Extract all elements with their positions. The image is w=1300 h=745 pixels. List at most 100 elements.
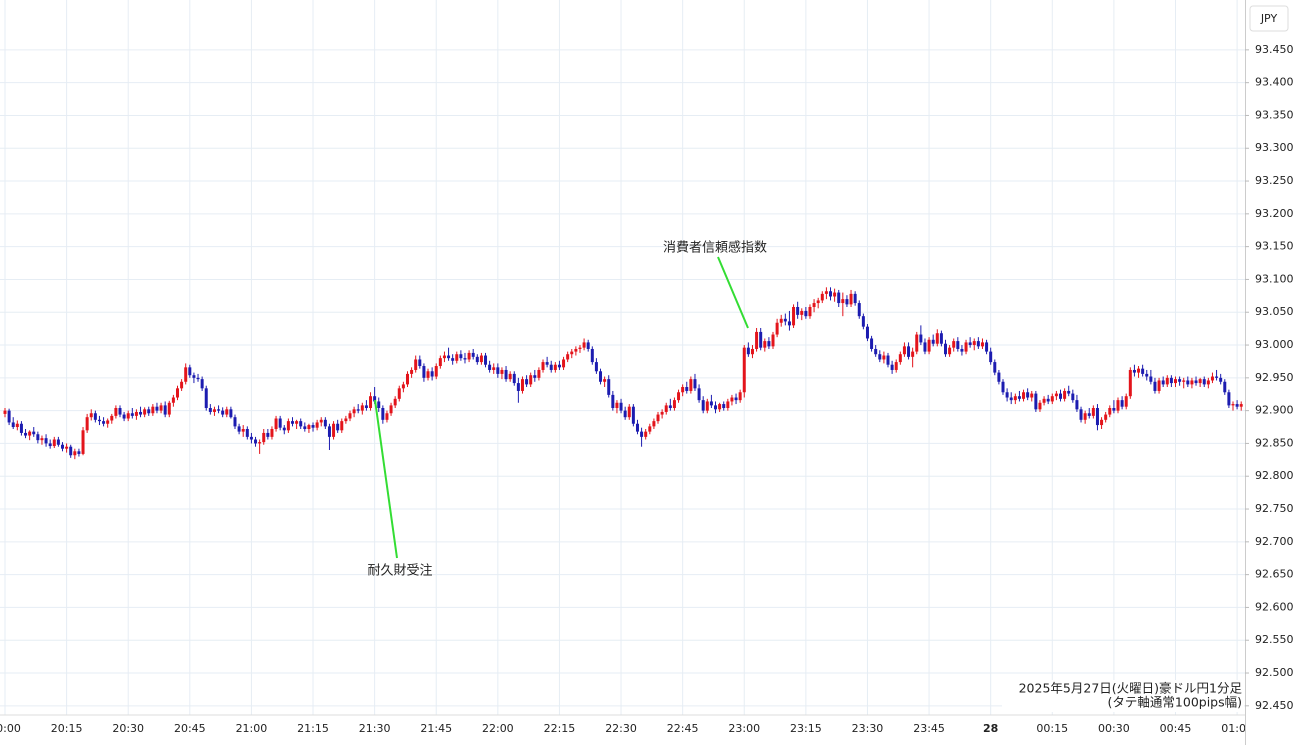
candle-body bbox=[81, 430, 85, 454]
candle-body bbox=[1132, 369, 1136, 373]
candle-body bbox=[1112, 408, 1116, 411]
y-tick-label: 92.650 bbox=[1255, 568, 1294, 581]
candle-body bbox=[907, 346, 911, 357]
candle-body bbox=[808, 306, 812, 317]
candle-body bbox=[714, 405, 718, 410]
candle-body bbox=[697, 388, 701, 401]
y-tick-label: 92.850 bbox=[1255, 436, 1294, 449]
candle-body bbox=[767, 341, 771, 347]
candle-body bbox=[705, 401, 709, 411]
x-tick-label: 23:00 bbox=[728, 722, 760, 735]
x-tick-label: 20:30 bbox=[112, 722, 144, 735]
candle-body bbox=[3, 410, 7, 414]
candle-body bbox=[32, 431, 36, 435]
candle-body bbox=[85, 417, 89, 431]
candle-body bbox=[520, 379, 524, 391]
candle-body bbox=[722, 404, 726, 409]
candle-body bbox=[139, 411, 143, 415]
candle-body bbox=[804, 310, 808, 317]
candle-body bbox=[299, 421, 303, 427]
x-tick-label: 20:00 bbox=[0, 722, 21, 735]
candle-body bbox=[492, 367, 496, 370]
candle-body bbox=[763, 341, 767, 348]
candle-body bbox=[171, 397, 175, 403]
candle-body bbox=[385, 413, 389, 420]
candle-body bbox=[418, 359, 422, 367]
candle-body bbox=[734, 397, 738, 401]
candle-body bbox=[1100, 419, 1104, 426]
y-tick-label: 92.700 bbox=[1255, 535, 1294, 548]
candle-body bbox=[603, 379, 607, 382]
candle-body bbox=[948, 347, 952, 355]
candle-body bbox=[787, 321, 791, 326]
candle-body bbox=[927, 339, 931, 352]
candle-body bbox=[956, 341, 960, 349]
candle-body bbox=[356, 409, 360, 411]
candle-body bbox=[410, 369, 414, 374]
candle-body bbox=[549, 364, 553, 370]
candle-body bbox=[677, 392, 681, 401]
candle-body bbox=[557, 364, 561, 368]
candle-body bbox=[738, 392, 742, 401]
candle-body bbox=[274, 418, 278, 429]
y-tick-label: 93.100 bbox=[1255, 272, 1294, 285]
candle-body bbox=[1046, 398, 1050, 402]
candle-body bbox=[902, 346, 906, 355]
candle-body bbox=[976, 341, 980, 347]
x-tick-label: 00:30 bbox=[1098, 722, 1130, 735]
candle-body bbox=[1215, 376, 1219, 378]
chart-subtitle: (タテ軸通常100pips幅) bbox=[1108, 695, 1242, 710]
candle-body bbox=[73, 451, 77, 456]
title-box bbox=[1002, 680, 1244, 712]
candle-body bbox=[960, 348, 964, 352]
candle-body bbox=[1005, 392, 1009, 398]
candle-body bbox=[1063, 390, 1067, 399]
candle-body bbox=[295, 421, 299, 424]
candle-body bbox=[319, 419, 323, 423]
candle-body bbox=[882, 355, 886, 360]
x-tick-label: 00:15 bbox=[1036, 722, 1068, 735]
candle-body bbox=[262, 432, 266, 443]
x-tick-label: 21:45 bbox=[420, 722, 452, 735]
candle-body bbox=[97, 419, 101, 422]
candle-body bbox=[656, 414, 660, 422]
candle-body bbox=[607, 379, 611, 395]
candle-body bbox=[114, 408, 118, 416]
candle-body bbox=[935, 333, 939, 344]
candle-body bbox=[664, 405, 668, 412]
candle-body bbox=[611, 394, 615, 409]
candle-body bbox=[188, 367, 192, 376]
candle-body bbox=[344, 418, 348, 422]
candle-body bbox=[849, 293, 853, 305]
candle-body bbox=[1227, 392, 1231, 406]
candle-body bbox=[1022, 392, 1026, 399]
candle-body bbox=[1202, 379, 1206, 385]
x-tick-label: 28 bbox=[983, 722, 998, 735]
candle-body bbox=[500, 369, 504, 374]
candle-body bbox=[241, 429, 245, 432]
y-tick-label: 92.500 bbox=[1255, 666, 1294, 679]
candle-body bbox=[660, 411, 664, 415]
candle-body bbox=[541, 362, 545, 370]
candle-body bbox=[225, 409, 229, 415]
y-tick-label: 92.900 bbox=[1255, 404, 1294, 417]
candle-body bbox=[1054, 393, 1058, 397]
candle-body bbox=[1198, 379, 1202, 384]
candle-body bbox=[939, 333, 943, 344]
candle-body bbox=[640, 431, 644, 437]
candle-body bbox=[1206, 380, 1210, 385]
candle-body bbox=[837, 292, 841, 304]
candle-body bbox=[1178, 379, 1182, 382]
candle-body bbox=[1026, 392, 1030, 398]
candle-body bbox=[1017, 396, 1021, 399]
x-tick-label: 22:15 bbox=[544, 722, 576, 735]
x-label-layer: 20:00 20:15 20:30 20:45 21:00 21:15 21:30 21:45… bbox=[0, 722, 1253, 735]
x-tick-label: 01:00 bbox=[1221, 722, 1253, 735]
y-tick-label: 93.450 bbox=[1255, 43, 1294, 56]
candle-body bbox=[1239, 404, 1243, 407]
candle-body bbox=[689, 379, 693, 391]
candle-body bbox=[237, 426, 241, 432]
x-tick-label: 23:45 bbox=[913, 722, 945, 735]
candle-body bbox=[796, 306, 800, 315]
candle-body bbox=[414, 359, 418, 370]
